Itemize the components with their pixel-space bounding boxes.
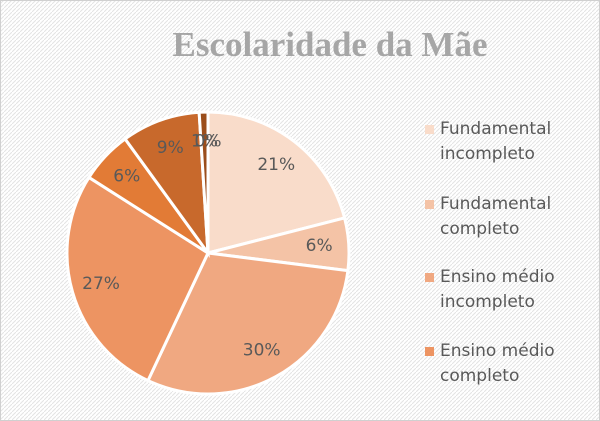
- pie-slice: [206, 110, 347, 255]
- pie-slice: [145, 251, 350, 396]
- slice-label: 9%: [157, 138, 184, 158]
- legend-label: Ensino médio completo: [440, 341, 555, 386]
- legend-label: Fundamental completo: [440, 194, 552, 239]
- slice-label: 27%: [82, 274, 120, 294]
- slice-label: 6%: [306, 236, 333, 256]
- legend-swatch: [425, 347, 434, 356]
- pie-slice: [65, 175, 210, 383]
- legend-label: Fundamental incompleto: [440, 119, 552, 164]
- slice-label: 30%: [243, 341, 281, 361]
- legend-swatch: [425, 125, 434, 134]
- chart-title: Escolaridade da Mãe: [173, 25, 488, 64]
- legend-swatch: [425, 273, 434, 282]
- pie-slice: [123, 110, 210, 259]
- legend-swatch: [425, 200, 434, 209]
- slice-label: 6%: [113, 167, 140, 187]
- slice-label: 1%: [191, 132, 218, 152]
- legend-label: Ensino médio incompleto: [440, 267, 555, 312]
- slice-label: 21%: [257, 155, 295, 175]
- slice-label: 0%: [195, 132, 222, 152]
